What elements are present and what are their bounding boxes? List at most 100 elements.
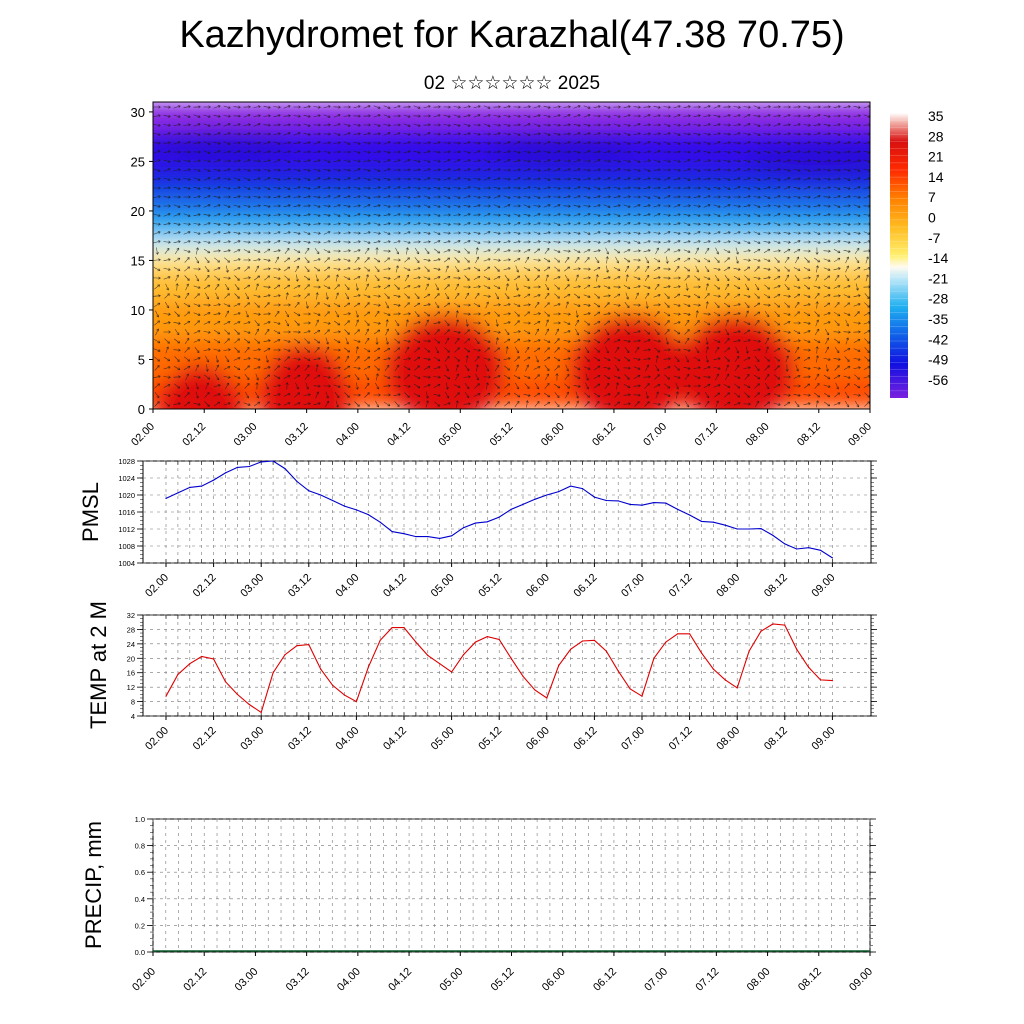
y-tick-label: 5 (138, 352, 145, 367)
cold-pocket (490, 134, 630, 166)
y-tick-label: 25 (131, 154, 145, 169)
data-point (367, 514, 369, 516)
colorbar-label: 28 (928, 128, 944, 144)
x-tick-label: 06.12 (590, 421, 618, 449)
x-tick-label: 02.12 (181, 966, 209, 994)
data-point (320, 668, 322, 670)
y-tick-label: 0.6 (135, 868, 145, 877)
x-tick-label: 04.00 (335, 966, 363, 994)
x-tick-label: 02.12 (191, 572, 219, 600)
data-point (272, 672, 274, 674)
x-tick-label: 04.12 (381, 572, 409, 600)
x-tick-label: 03.00 (233, 966, 261, 994)
data-point (712, 668, 715, 670)
data-point (724, 524, 726, 526)
x-tick-label: 09.00 (846, 421, 874, 449)
temperature-band (153, 215, 870, 236)
data-point (201, 485, 203, 487)
data-point (641, 695, 643, 697)
colorbar-label: -14 (928, 250, 948, 266)
data-point (272, 460, 274, 462)
data-point (534, 689, 536, 691)
warm-cell (155, 365, 245, 409)
data-point (332, 684, 334, 686)
data-point (462, 527, 465, 529)
colorbar-label: 21 (928, 149, 944, 165)
data-point (796, 648, 798, 650)
temperature-band (153, 170, 870, 192)
y-tick-label: 15 (131, 253, 145, 268)
data-point (391, 531, 393, 533)
y-tick-label: 0.8 (135, 842, 145, 851)
x-tick-label: 06.00 (539, 421, 567, 449)
data-point (332, 499, 334, 502)
data-point (498, 638, 500, 641)
data-point (248, 703, 250, 706)
x-tick-label: 05.12 (476, 725, 504, 753)
data-point (772, 623, 774, 625)
data-point (236, 466, 238, 468)
data-point (201, 655, 203, 658)
x-tick-label: 07.00 (641, 421, 669, 449)
x-tick-label: 08.12 (795, 421, 823, 449)
y-tick-label: 30 (131, 105, 145, 120)
y-tick-label: 0.4 (135, 895, 145, 904)
data-point (486, 521, 488, 523)
data-point (439, 663, 441, 665)
data-point (498, 516, 500, 518)
x-tick-label: 06.00 (524, 572, 552, 600)
data-point (605, 499, 607, 502)
x-tick-label: 08.12 (762, 572, 790, 600)
x-tick-label: 05.12 (476, 572, 504, 600)
y-tick-label: 8 (131, 698, 135, 707)
x-tick-label: 03.12 (286, 725, 314, 753)
data-point (700, 652, 703, 654)
data-point (784, 543, 786, 545)
data-point (260, 461, 262, 463)
temperature-band (153, 192, 870, 215)
x-tick-label: 09.00 (847, 966, 875, 994)
x-tick-label: 02.12 (191, 725, 219, 753)
data-point (451, 671, 453, 673)
data-point (260, 711, 262, 714)
y-tick-label: 24 (127, 640, 135, 649)
data-point (546, 494, 548, 496)
data-point (224, 472, 227, 474)
colorbar-label: -28 (928, 291, 948, 307)
data-point (296, 645, 298, 647)
y-tick-label: 28 (127, 625, 135, 634)
x-tick-label: 08.00 (744, 421, 772, 449)
colorbar-label: 14 (928, 169, 944, 185)
colorbar-label: 0 (928, 210, 936, 226)
data-point (522, 675, 524, 677)
x-tick-label: 08.12 (796, 966, 824, 994)
x-tick-label: 04.00 (334, 725, 362, 753)
y-tick-label: 1020 (118, 491, 135, 500)
data-point (439, 537, 441, 540)
colorbar-label: 35 (928, 108, 944, 124)
y-tick-label: 1016 (118, 508, 135, 517)
data-point (391, 627, 393, 629)
data-point (677, 633, 679, 635)
data-point (724, 679, 726, 681)
x-tick-label: 02.00 (143, 572, 171, 600)
data-point (772, 534, 774, 537)
data-point (736, 528, 738, 530)
x-tick-label: 05.12 (489, 966, 517, 994)
data-point (189, 663, 191, 665)
x-tick-label: 07.12 (667, 572, 695, 600)
colorbar-label: -56 (928, 372, 948, 388)
x-tick-label: 04.00 (334, 421, 362, 449)
data-point (689, 514, 691, 516)
data-point (700, 520, 703, 523)
data-point (308, 490, 310, 492)
x-tick-label: 06.12 (572, 572, 600, 600)
data-point (831, 557, 834, 559)
data-point (367, 666, 369, 668)
y-tick-label: 10 (131, 303, 145, 318)
data-point (641, 504, 643, 506)
y-tick-label: 20 (131, 204, 145, 219)
data-point (665, 502, 667, 504)
y-tick-label: 32 (127, 611, 135, 620)
data-point (427, 654, 429, 657)
